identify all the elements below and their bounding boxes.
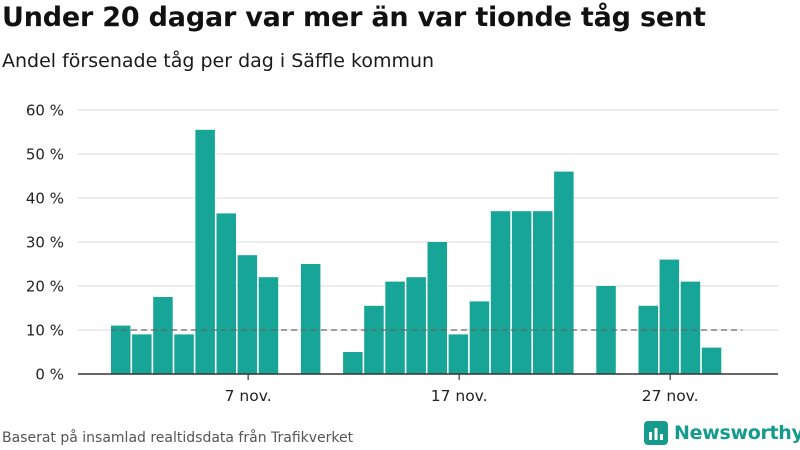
bar xyxy=(343,352,363,374)
bar xyxy=(153,297,173,374)
y-tick-label: 20 % xyxy=(26,278,64,296)
brand-logo: Newsworthy xyxy=(644,421,800,445)
bar xyxy=(427,242,447,374)
bar xyxy=(638,305,658,374)
bar xyxy=(659,259,680,374)
y-tick-label: 40 % xyxy=(26,190,64,208)
y-tick-label: 10 % xyxy=(26,322,64,340)
bar xyxy=(533,211,553,374)
y-tick-label: 60 % xyxy=(26,102,64,120)
bar xyxy=(237,255,258,374)
bar xyxy=(469,301,490,374)
bar xyxy=(300,264,321,374)
bar xyxy=(195,129,215,374)
bar-chart: 0 % 10 % 20 % 30 % 40 % 50 % 60 % 7 nov. 17 nov.… xyxy=(26,102,778,405)
brand-name: Newsworthy xyxy=(674,422,800,444)
x-tick-label: 27 nov. xyxy=(642,387,699,405)
bar xyxy=(701,347,722,374)
bar xyxy=(132,334,152,374)
y-tick-label: 0 % xyxy=(35,366,64,384)
bar xyxy=(554,171,574,374)
bar xyxy=(490,211,511,374)
bars xyxy=(111,129,722,374)
y-tick-label: 50 % xyxy=(26,146,64,164)
bar xyxy=(406,277,426,374)
bar xyxy=(364,305,384,374)
chart-subtitle: Andel försenade tåg per dag i Säffle kom… xyxy=(2,50,435,72)
bar xyxy=(680,281,701,374)
bar xyxy=(385,281,405,374)
bar xyxy=(511,211,532,374)
chart-title: Under 20 dagar var mer än var tionde tåg… xyxy=(2,2,706,33)
bar xyxy=(111,325,131,374)
bar xyxy=(258,277,279,374)
bar xyxy=(174,334,194,374)
source-note: Baserat på insamlad realtidsdata från Tr… xyxy=(2,430,354,446)
bar xyxy=(216,213,236,374)
axes: 0 % 10 % 20 % 30 % 40 % 50 % 60 % 7 nov. 17 nov.… xyxy=(26,102,778,405)
x-tick-label: 17 nov. xyxy=(431,387,488,405)
bar xyxy=(448,334,469,374)
x-tick-label: 7 nov. xyxy=(225,387,272,405)
newsworthy-icon xyxy=(644,421,668,445)
y-tick-label: 30 % xyxy=(26,234,64,252)
